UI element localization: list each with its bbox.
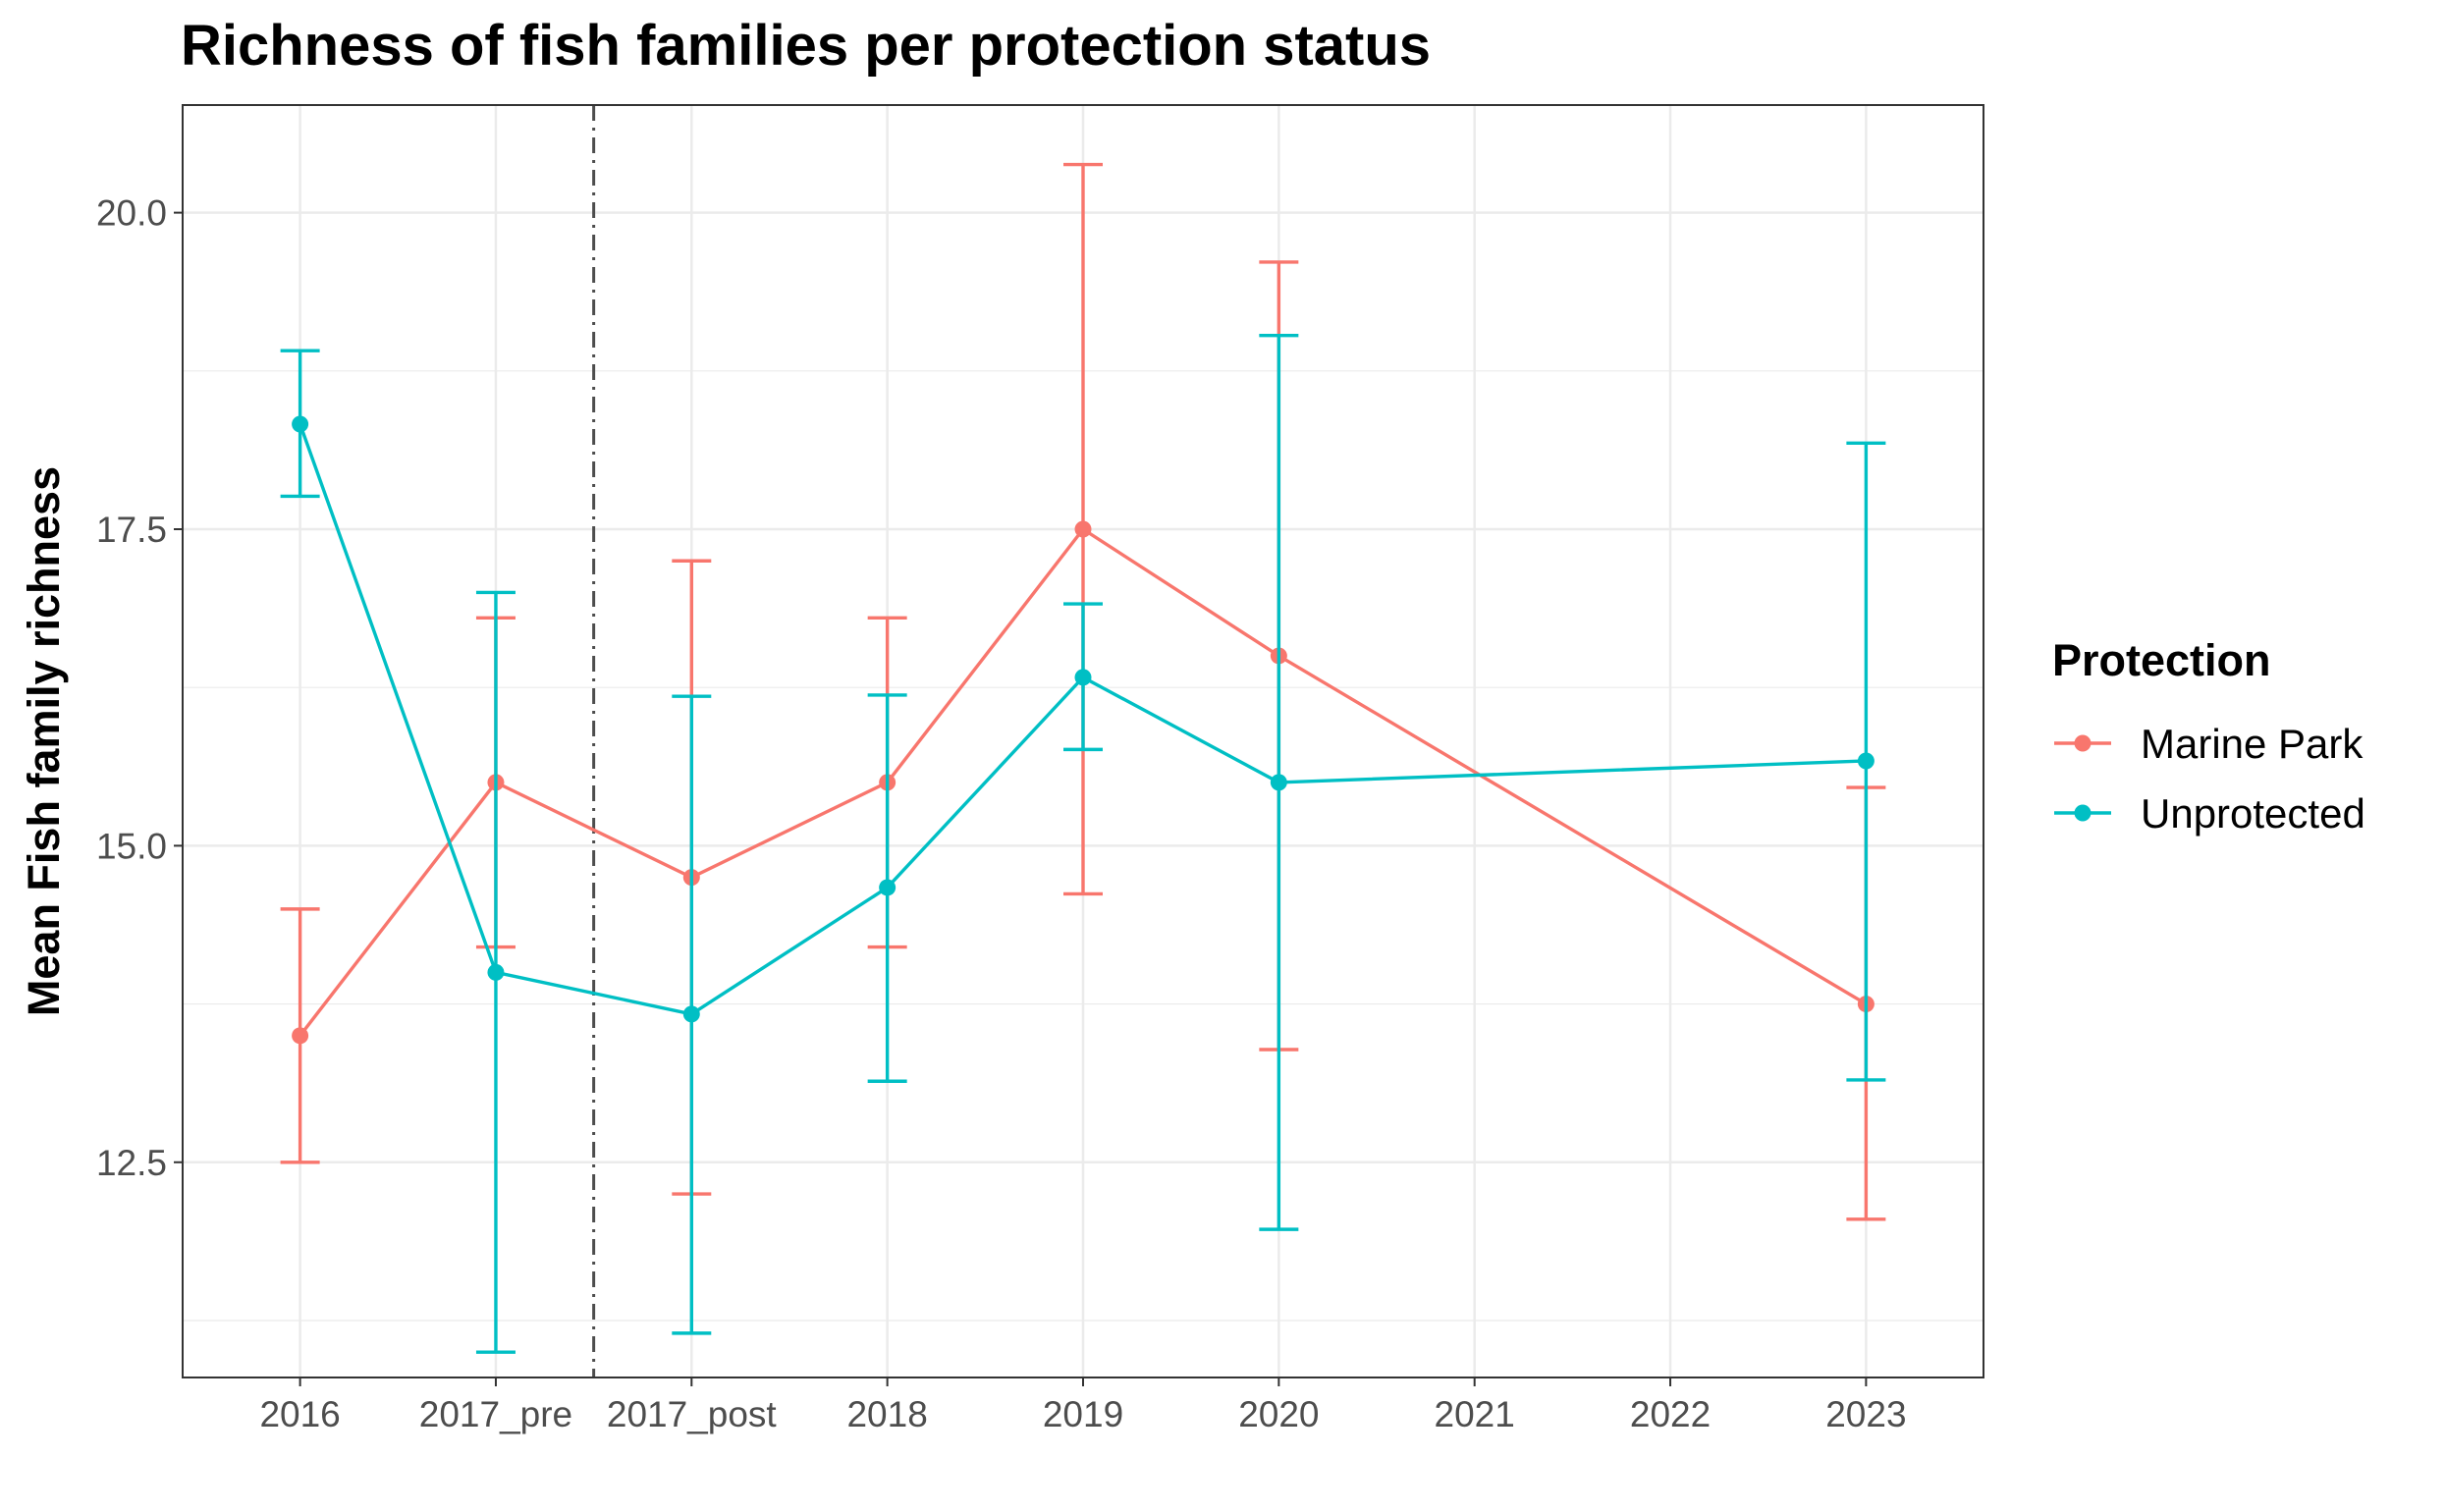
- x-tick-label-8: 2023: [1825, 1394, 1906, 1434]
- legend-item-0: Marine Park: [2054, 721, 2364, 767]
- series-layer: [280, 162, 1886, 1354]
- data-point-1-3: [879, 879, 896, 896]
- x-tick-label-1: 2017_pre: [419, 1394, 572, 1434]
- x-tick-label-5: 2020: [1238, 1394, 1319, 1434]
- x-tick-label-0: 2016: [259, 1394, 340, 1434]
- data-point-1-1: [487, 963, 505, 981]
- data-point-0-0: [292, 1027, 309, 1045]
- x-tick-label-4: 2019: [1043, 1394, 1123, 1434]
- series-1: [280, 333, 1886, 1354]
- legend-label-1: Unprotected: [2141, 790, 2365, 837]
- data-point-0-4: [1074, 520, 1092, 538]
- chart-title: Richness of fish families per protection…: [181, 14, 1431, 78]
- data-point-1-5: [1270, 774, 1287, 791]
- data-point-1-4: [1074, 669, 1092, 686]
- y-tick-label-3: 20.0: [96, 193, 167, 234]
- x-axis: 2016 2017_pre 2017_post 2018 2019 2020 2021 202…: [259, 1377, 1907, 1434]
- legend-key-point-1: [2074, 804, 2092, 822]
- y-tick-label-2: 17.5: [96, 510, 167, 550]
- y-axis: 12.5 15.0 17.5 20.0: [96, 193, 183, 1183]
- legend-label-0: Marine Park: [2141, 721, 2364, 767]
- y-tick-label-0: 12.5: [96, 1143, 167, 1183]
- data-point-1-0: [292, 415, 309, 433]
- y-axis-label: Mean Fish family richness: [19, 466, 69, 1016]
- legend-title: Protection: [2052, 635, 2271, 685]
- data-point-1-6: [1857, 752, 1874, 770]
- x-tick-label-2: 2017_post: [607, 1394, 778, 1434]
- legend: Protection Marine Park Unprotected: [2052, 635, 2365, 837]
- x-tick-label-3: 2018: [846, 1394, 927, 1434]
- legend-item-1: Unprotected: [2054, 790, 2365, 837]
- x-tick-label-7: 2022: [1630, 1394, 1711, 1434]
- x-tick-label-6: 2021: [1435, 1394, 1515, 1434]
- data-point-1-2: [682, 1005, 700, 1023]
- legend-key-point-0: [2074, 734, 2092, 752]
- y-tick-label-1: 15.0: [96, 826, 167, 866]
